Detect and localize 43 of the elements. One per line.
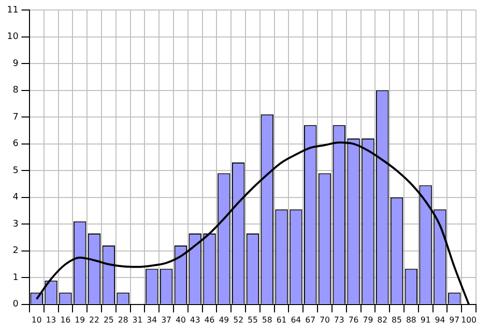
x-tick-label: 22 <box>89 315 100 324</box>
x-tick-label: 19 <box>74 315 85 324</box>
x-tick-label: 88 <box>406 315 416 324</box>
x-tick-label: 13 <box>46 315 56 324</box>
x-tick-label: 70 <box>320 315 330 324</box>
x-tick-label: 61 <box>276 315 287 324</box>
x-tick-label: 73 <box>334 315 344 324</box>
y-tick-label: 9 <box>12 58 19 69</box>
y-tick-label: 4 <box>12 192 19 203</box>
x-tick-label: 31 <box>132 315 143 324</box>
x-tick-label: 97 <box>449 315 460 324</box>
x-tick-label: 40 <box>176 315 186 324</box>
y-tick-label: 11 <box>7 5 18 16</box>
y-tick-label: 5 <box>12 166 18 176</box>
x-tick-label: 46 <box>204 315 215 324</box>
x-tick-label: 28 <box>118 315 128 324</box>
x-tick-label: 55 <box>248 315 258 324</box>
x-tick-label: 49 <box>218 315 230 324</box>
y-tick-label: 6 <box>12 139 19 150</box>
x-tick-label: 43 <box>190 315 200 324</box>
y-tick-label: 0 <box>12 300 19 310</box>
x-tick-label: 58 <box>262 315 272 324</box>
x-tick-label: 25 <box>104 315 114 324</box>
x-tick-label: 10 <box>32 315 42 324</box>
x-tick-label: 79 <box>362 315 374 324</box>
x-tick-label: 34 <box>146 315 157 324</box>
x-tick-label: 37 <box>161 315 172 324</box>
x-tick-label: 16 <box>60 315 71 324</box>
x-tick-label: 67 <box>305 315 316 324</box>
y-tick-label: 10 <box>7 32 19 42</box>
x-tick-label: 82 <box>377 315 388 324</box>
y-tick-label: 3 <box>12 219 18 230</box>
x-tick-label: 100 <box>461 315 476 324</box>
x-tick-label: 64 <box>290 315 302 324</box>
y-tick-label: 1 <box>12 272 18 283</box>
x-tick-label: 85 <box>392 315 402 324</box>
x-tick-label: 76 <box>348 315 359 324</box>
y-tick-label: 7 <box>12 112 18 122</box>
y-tick-label: 8 <box>12 86 19 96</box>
x-tick-label: 52 <box>233 315 244 324</box>
x-tick-label: 94 <box>434 315 446 324</box>
x-tick-label: 91 <box>420 315 431 324</box>
y-tick-label: 2 <box>12 246 18 256</box>
